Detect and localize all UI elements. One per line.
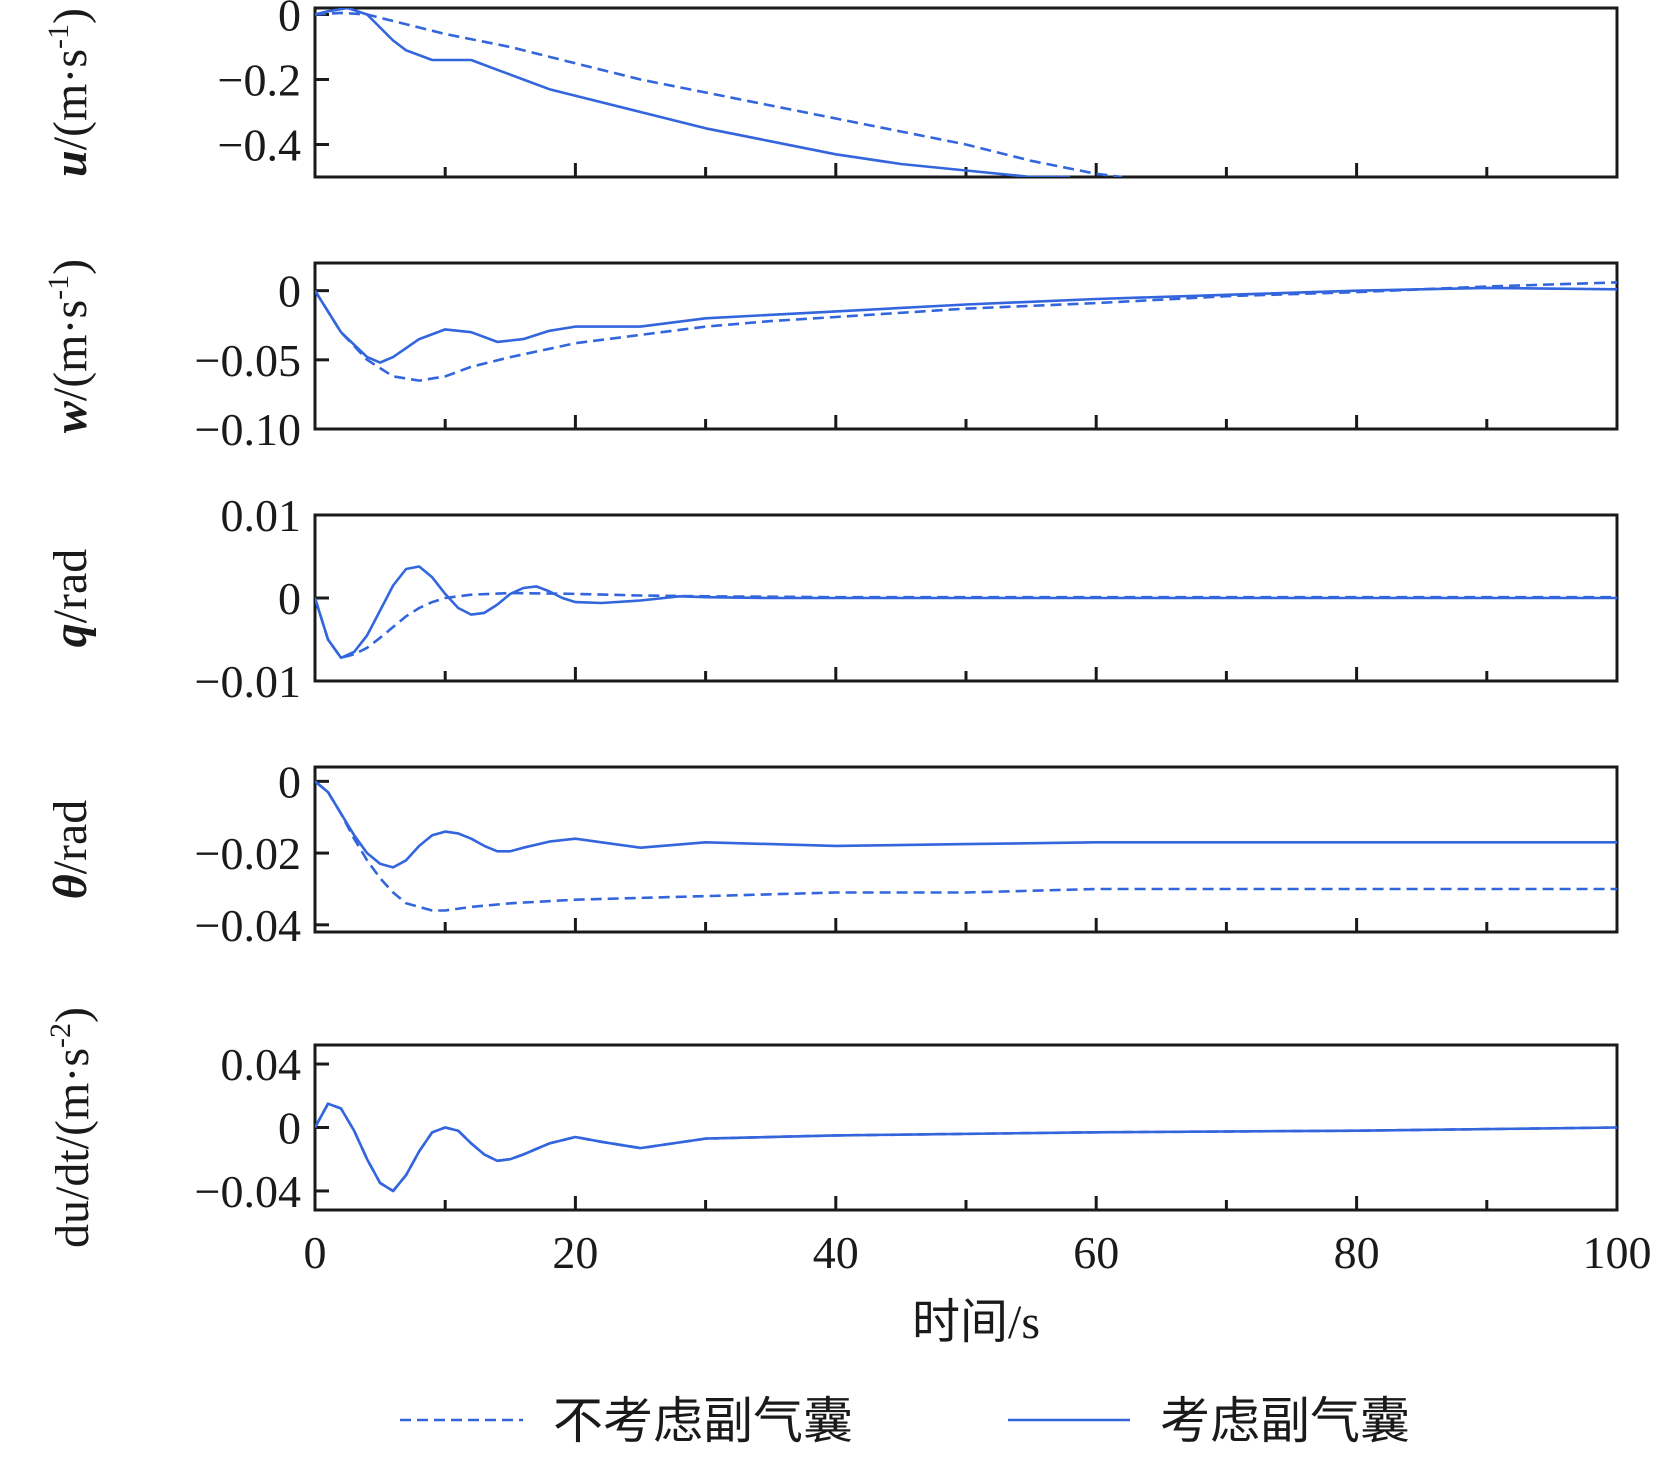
y-tick-label: −0.04	[195, 1166, 301, 1217]
subplot-5: 0.04 0 −0.04 du/dt/(m·s-2)	[44, 1007, 1619, 1248]
y-tick-label: 0	[278, 1103, 301, 1154]
y-tick-label: −0.10	[195, 404, 301, 455]
y-tick-label: −0.04	[195, 900, 301, 951]
x-axis: 0 20 40 60 80 100 时间/s	[304, 1227, 1652, 1349]
y-tick-label: −0.4	[218, 120, 301, 171]
legend-label: 不考虑副气囊	[553, 1392, 853, 1450]
y-tick-label: −0.02	[195, 828, 301, 879]
series-line-with-ballonet	[315, 286, 1617, 364]
x-tick-label: 20	[552, 1227, 598, 1278]
x-tick-label: 60	[1073, 1227, 1119, 1278]
series-line-without-ballonet	[315, 1102, 1617, 1193]
plot-frame	[313, 765, 1619, 934]
plot-frame	[313, 261, 1619, 431]
x-tick-label: 100	[1583, 1227, 1652, 1278]
plot-frame	[313, 1043, 1619, 1212]
series-line-without-ballonet	[315, 281, 1617, 382]
series-line-with-ballonet	[315, 8, 1071, 177]
y-axis-title: du/dt/(m·s-2)	[44, 1007, 99, 1248]
plot-frame	[313, 6, 1619, 179]
subplot-4: 0 −0.02 −0.04 θ/rad	[44, 756, 1619, 951]
y-tick-label: −0.2	[218, 55, 301, 106]
y-tick-label: −0.01	[195, 656, 301, 707]
y-axis-title: w/(m·s-1)	[42, 259, 97, 433]
x-axis-title: 时间/s	[912, 1296, 1040, 1349]
x-tick-label: 80	[1334, 1227, 1380, 1278]
y-axis-title: u/(m·s-1)	[42, 8, 97, 177]
y-tick-label: −0.05	[195, 335, 301, 386]
y-axis-title: q/rad	[44, 549, 97, 648]
legend-label: 考虑副气囊	[1160, 1392, 1410, 1450]
y-tick-label: 0.01	[221, 490, 302, 541]
subplot-3: 0.01 0 −0.01 q/rad	[44, 490, 1619, 707]
y-tick-label: 0	[278, 0, 301, 41]
y-tick-label: 0.04	[221, 1039, 302, 1090]
y-tick-label: 0	[278, 573, 301, 624]
y-tick-label: 0	[278, 756, 301, 807]
subplot-1: 0 −0.2 −0.4 u/(m·s-1)	[42, 0, 1619, 179]
y-tick-label: 0	[278, 266, 301, 317]
y-axis-title: θ/rad	[44, 800, 97, 900]
series-line-with-ballonet	[315, 780, 1617, 869]
subplot-2: 0 −0.05 −0.10 w/(m·s-1)	[42, 259, 1619, 455]
legend: 不考虑副气囊 考虑副气囊	[400, 1392, 1410, 1450]
x-tick-label: 40	[813, 1227, 859, 1278]
series-line-without-ballonet	[315, 591, 1617, 660]
series-line-with-ballonet	[315, 565, 1617, 660]
series-line-with-ballonet	[315, 1102, 1617, 1193]
x-tick-label: 0	[304, 1227, 327, 1278]
series-line-without-ballonet	[315, 11, 1123, 177]
series-line-without-ballonet	[315, 780, 1617, 912]
